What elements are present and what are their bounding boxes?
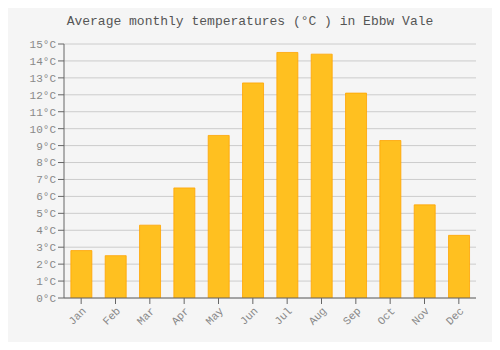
html-text:Average monthly temperatures (: Average monthly temperatures (°C ) in Eb… bbox=[66, 14, 434, 29]
svg-text:Feb: Feb bbox=[101, 305, 123, 327]
svg-text:14°C: 14°C bbox=[30, 56, 57, 68]
svg-text:2°C: 2°C bbox=[36, 259, 56, 271]
svg-text:8°C: 8°C bbox=[36, 157, 56, 169]
svg-text:Jun: Jun bbox=[238, 305, 260, 327]
svg-text:5°C: 5°C bbox=[36, 208, 56, 220]
svg-text:11°C: 11°C bbox=[30, 107, 57, 119]
svg-text:Jan: Jan bbox=[66, 305, 88, 327]
svg-text:Apr: Apr bbox=[169, 305, 191, 327]
svg-text:Oct: Oct bbox=[375, 305, 397, 327]
svg-text:May: May bbox=[204, 305, 227, 328]
svg-text:15°C: 15°C bbox=[30, 39, 57, 51]
svg-text:12°C: 12°C bbox=[30, 90, 57, 102]
svg-text:1°C: 1°C bbox=[36, 276, 56, 288]
svg-text:Jul: Jul bbox=[272, 305, 294, 327]
svg-text:Nov: Nov bbox=[410, 305, 433, 328]
svg-text:10°C: 10°C bbox=[30, 124, 57, 136]
svg-text:7°C: 7°C bbox=[36, 174, 56, 186]
svg-text:Sep: Sep bbox=[341, 305, 363, 327]
svg-text:9°C: 9°C bbox=[36, 141, 56, 153]
svg-text:0°C: 0°C bbox=[36, 293, 56, 305]
svg-text:4°C: 4°C bbox=[36, 225, 56, 237]
svg-text:Dec: Dec bbox=[444, 305, 466, 327]
svg-text:6°C: 6°C bbox=[36, 191, 56, 203]
svg-text:Mar: Mar bbox=[135, 305, 157, 327]
svg-text:13°C: 13°C bbox=[30, 73, 57, 85]
svg-text:Aug: Aug bbox=[307, 305, 329, 327]
svg-text:3°C: 3°C bbox=[36, 242, 56, 254]
